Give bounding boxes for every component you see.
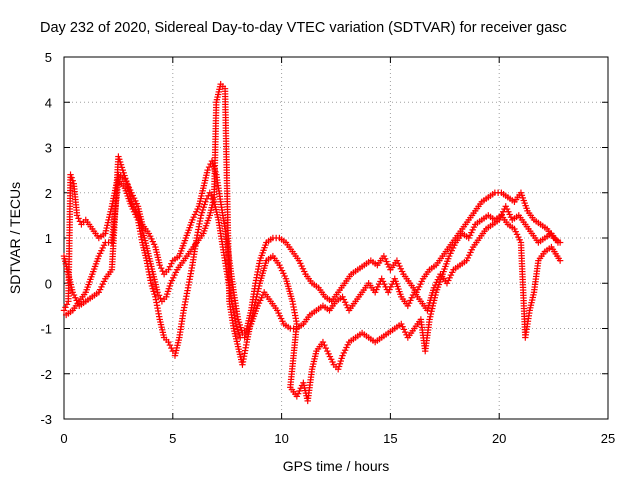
x-tick-labels: 0 5 10 15 20 25 xyxy=(60,431,615,446)
x-tick-label: 0 xyxy=(60,431,67,446)
y-tick-label: -3 xyxy=(40,412,52,427)
data-point xyxy=(204,166,211,174)
data-point xyxy=(321,341,328,349)
x-tick-label: 25 xyxy=(601,431,615,446)
x-tick-label: 5 xyxy=(169,431,176,446)
x-tick-label: 10 xyxy=(274,431,288,446)
data-point xyxy=(76,218,84,225)
data-point xyxy=(168,260,175,267)
y-tick-label: -1 xyxy=(40,322,52,337)
data-point xyxy=(155,292,163,299)
data-point xyxy=(75,215,82,222)
data-point xyxy=(554,239,562,246)
data-point xyxy=(63,301,71,308)
axis-ticks xyxy=(63,56,609,420)
data-point xyxy=(319,338,327,346)
y-tick-label: 2 xyxy=(45,186,52,201)
y-tick-label: 3 xyxy=(45,141,52,156)
data-point xyxy=(165,266,172,273)
x-tick-label: 15 xyxy=(383,431,397,446)
data-point xyxy=(205,163,213,171)
x-axis-title: GPS time / hours xyxy=(283,458,390,474)
data-point xyxy=(73,212,81,219)
data-point xyxy=(165,338,172,346)
data-point xyxy=(67,171,74,178)
data-point xyxy=(157,264,165,272)
data-point xyxy=(168,344,175,352)
x-tick-label: 20 xyxy=(492,431,506,446)
data-point xyxy=(166,341,174,349)
data-point xyxy=(209,195,216,202)
y-tick-label: -2 xyxy=(40,367,52,382)
data-point xyxy=(69,177,76,184)
data-point xyxy=(206,189,213,196)
y-tick-label: 0 xyxy=(45,276,52,291)
data-point xyxy=(159,267,166,275)
y-axis-title: SDTVAR / TECUs xyxy=(7,182,23,294)
chart-title: Day 232 of 2020, Sidereal Day-to-day VTE… xyxy=(40,20,567,36)
data-point xyxy=(166,263,174,270)
data-point xyxy=(202,198,209,205)
data-point xyxy=(322,344,330,352)
data-point xyxy=(60,307,68,314)
data-point xyxy=(556,257,564,264)
data-point xyxy=(62,304,69,311)
y-tick-label: 1 xyxy=(45,231,52,246)
y-tick-label: 5 xyxy=(45,50,52,65)
data-point xyxy=(208,192,215,199)
y-tick-label: 4 xyxy=(45,95,52,110)
data-point xyxy=(203,195,211,202)
data-points xyxy=(60,80,564,405)
data-point xyxy=(68,174,75,181)
data-point xyxy=(157,295,164,302)
y-tick-labels: -3 -2 -1 0 1 2 3 4 5 xyxy=(40,50,52,427)
data-point xyxy=(156,261,163,269)
